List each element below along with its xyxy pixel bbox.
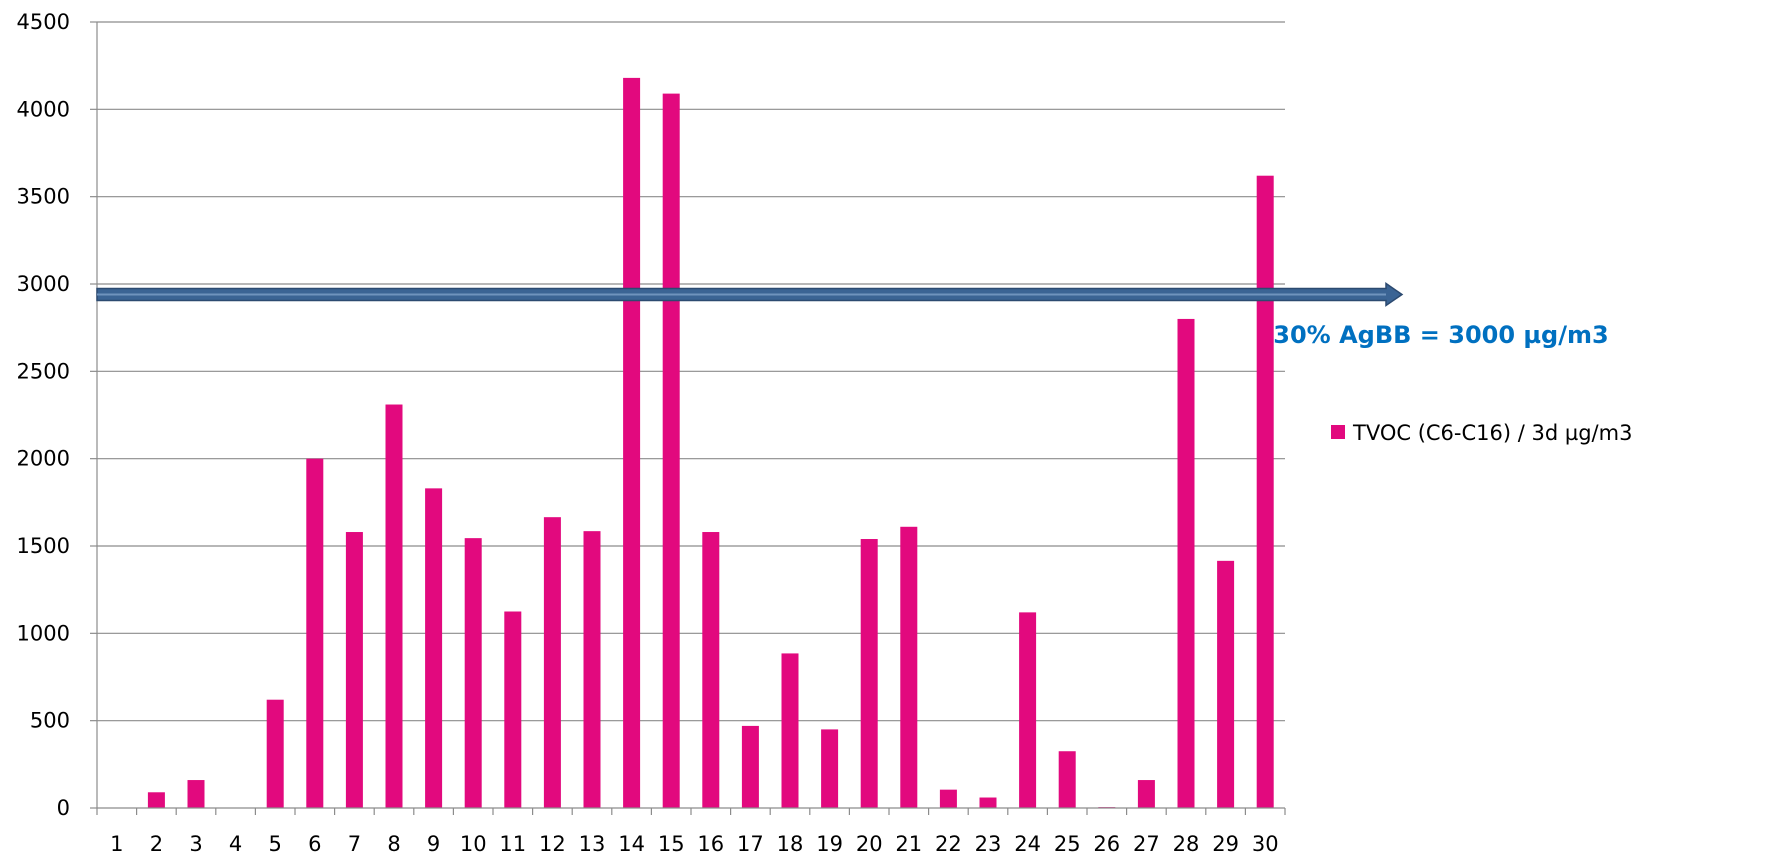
x-tick-label: 16 bbox=[697, 832, 724, 856]
x-tick-label: 2 bbox=[150, 832, 163, 856]
bar-20 bbox=[860, 539, 878, 808]
x-tick-labels: 1 2 3 4 5 6 7 8 9 10 11 12 13 14 15 16 17 18 19 20 21 22 23 24 2… bbox=[110, 832, 1278, 856]
bar-23 bbox=[979, 797, 997, 808]
bar-21 bbox=[900, 526, 918, 808]
x-tick-label: 29 bbox=[1212, 832, 1239, 856]
y-tick-label: 3500 bbox=[17, 185, 70, 209]
threshold-arrow bbox=[96, 282, 1404, 307]
bar-16 bbox=[702, 532, 720, 808]
bar-8 bbox=[385, 404, 403, 808]
x-tick-label: 12 bbox=[539, 832, 566, 856]
y-tick-labels: 0 500 1000 1500 2000 2500 3000 3500 4000 4500 bbox=[17, 10, 70, 820]
y-tick-label: 3000 bbox=[17, 272, 70, 296]
axes bbox=[96, 22, 1286, 815]
x-tick-label: 25 bbox=[1054, 832, 1081, 856]
bar-7 bbox=[345, 532, 363, 808]
bar-27 bbox=[1137, 780, 1155, 808]
x-tick-label: 15 bbox=[658, 832, 685, 856]
y-tick-label: 4500 bbox=[17, 10, 70, 34]
bar-11 bbox=[504, 611, 522, 808]
legend: TVOC (C6-C16) / 3d µg/m3 bbox=[1331, 421, 1632, 445]
x-tick-label: 14 bbox=[618, 832, 645, 856]
y-tick-label: 2000 bbox=[17, 447, 70, 471]
bar-9 bbox=[425, 488, 443, 808]
bar-22 bbox=[939, 789, 957, 808]
x-tick-label: 13 bbox=[579, 832, 606, 856]
bar-12 bbox=[543, 517, 561, 808]
bar-18 bbox=[781, 653, 799, 808]
bar-3 bbox=[187, 780, 205, 808]
y-tick-label: 4000 bbox=[17, 97, 70, 121]
x-tick-label: 8 bbox=[387, 832, 400, 856]
legend-swatch bbox=[1331, 425, 1345, 439]
x-tick-label: 5 bbox=[269, 832, 282, 856]
x-tick-label: 6 bbox=[308, 832, 321, 856]
threshold-annotation: 30% AgBB = 3000 µg/m3 bbox=[1273, 321, 1608, 349]
x-tick-label: 23 bbox=[975, 832, 1002, 856]
x-tick-label: 17 bbox=[737, 832, 764, 856]
bar-5 bbox=[266, 699, 284, 808]
y-tick-label: 1500 bbox=[17, 534, 70, 558]
legend-label: TVOC (C6-C16) / 3d µg/m3 bbox=[1352, 421, 1632, 445]
bar-28 bbox=[1177, 318, 1195, 808]
bar-2 bbox=[147, 792, 165, 808]
bar-15 bbox=[662, 93, 680, 808]
x-tick-label: 20 bbox=[856, 832, 883, 856]
x-tick-label: 21 bbox=[895, 832, 922, 856]
x-tick-label: 24 bbox=[1014, 832, 1041, 856]
x-tick-label: 3 bbox=[189, 832, 202, 856]
bar-19 bbox=[821, 729, 839, 808]
x-tick-label: 10 bbox=[460, 832, 487, 856]
x-tick-label: 22 bbox=[935, 832, 962, 856]
bar-17 bbox=[741, 725, 759, 808]
x-tick-label: 4 bbox=[229, 832, 242, 856]
x-tick-label: 19 bbox=[816, 832, 843, 856]
x-tick-label: 30 bbox=[1252, 832, 1279, 856]
bar-6 bbox=[306, 458, 324, 808]
gridlines bbox=[90, 21, 1285, 809]
y-tick-label: 0 bbox=[57, 796, 70, 820]
bar-14 bbox=[623, 77, 641, 809]
x-tick-label: 27 bbox=[1133, 832, 1160, 856]
bar-10 bbox=[464, 538, 482, 808]
y-tick-label: 1000 bbox=[17, 621, 70, 645]
bars bbox=[147, 77, 1274, 809]
x-tick-label: 11 bbox=[499, 832, 526, 856]
bar-29 bbox=[1217, 560, 1235, 808]
bar-24 bbox=[1019, 612, 1037, 808]
x-tick-label: 26 bbox=[1093, 832, 1120, 856]
bar-13 bbox=[583, 531, 601, 808]
bar-25 bbox=[1058, 751, 1076, 808]
x-tick-label: 7 bbox=[348, 832, 361, 856]
x-tick-label: 18 bbox=[777, 832, 804, 856]
y-tick-label: 2500 bbox=[17, 359, 70, 383]
y-tick-label: 500 bbox=[30, 709, 70, 733]
x-tick-label: 9 bbox=[427, 832, 440, 856]
x-tick-label: 1 bbox=[110, 832, 123, 856]
x-tick-label: 28 bbox=[1173, 832, 1200, 856]
bar-30 bbox=[1256, 175, 1274, 808]
